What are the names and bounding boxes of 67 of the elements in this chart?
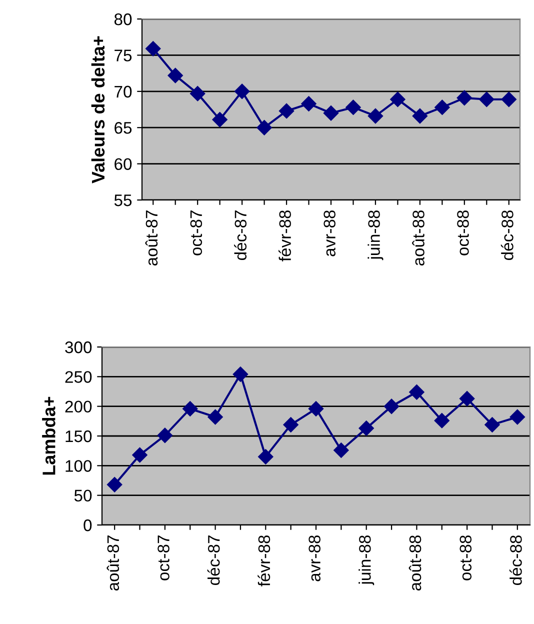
point — [232, 366, 248, 382]
x-tick-label: déc-87 — [207, 536, 220, 585]
point — [107, 477, 122, 492]
point — [278, 103, 294, 119]
y-tick-label: 300 — [65, 341, 92, 354]
x-tick-label: oct-87 — [190, 210, 202, 256]
y-tick-label: 50 — [74, 490, 92, 502]
x-tick-label: juin-88 — [368, 210, 384, 260]
y-tick-label: 80 — [114, 13, 132, 26]
point — [346, 100, 361, 115]
point — [168, 68, 183, 84]
y-axis-title: Lambda+ — [42, 396, 56, 475]
y-tick-label: 100 — [66, 460, 92, 472]
x-tick-label: oct-88 — [457, 210, 469, 256]
point — [434, 413, 450, 428]
point — [358, 420, 374, 436]
x-tick-label: déc-87 — [234, 210, 247, 260]
point — [258, 449, 274, 464]
point — [132, 447, 148, 463]
point — [434, 100, 450, 115]
y-tick-label: 65 — [114, 122, 132, 134]
point — [212, 112, 228, 128]
point — [409, 384, 424, 400]
point — [308, 401, 324, 416]
point — [283, 417, 298, 432]
point — [182, 401, 198, 416]
point — [390, 92, 406, 107]
x-tick-label: août-88 — [412, 210, 424, 266]
y-tick-label: 250 — [65, 371, 92, 383]
y-tick-label: 150 — [66, 430, 92, 442]
point — [459, 391, 475, 406]
y-tick-label: 60 — [114, 158, 132, 170]
point — [456, 90, 472, 106]
point — [157, 428, 173, 443]
y-tick-label: 0 — [84, 519, 92, 532]
point — [501, 92, 516, 107]
point — [368, 108, 384, 124]
y-axis-title: Valeurs de delta+ — [91, 36, 105, 184]
x-tick-label: oct-87 — [158, 536, 170, 580]
point — [256, 120, 272, 136]
x-tick-label: oct-88 — [460, 535, 472, 580]
x-tick-label: déc-88 — [509, 535, 522, 585]
point — [384, 398, 400, 414]
point — [146, 41, 161, 56]
point — [334, 442, 349, 458]
x-tick-label: août-88 — [408, 535, 422, 591]
point — [323, 106, 339, 121]
y-tick-label: 55 — [114, 194, 132, 206]
x-tick-label: févr-88 — [258, 535, 270, 586]
x-tick-label: févr-88 — [278, 210, 292, 262]
point — [412, 108, 428, 124]
x-tick-label: août-87 — [106, 536, 120, 591]
point — [510, 409, 525, 425]
x-tick-label: avr-88 — [324, 210, 336, 256]
x-tick-label: déc-88 — [500, 210, 514, 260]
y-tick-label: 70 — [114, 86, 132, 98]
point — [301, 96, 316, 112]
point — [479, 92, 494, 107]
point — [484, 417, 500, 432]
point — [208, 409, 223, 425]
point — [234, 84, 250, 99]
y-tick-label: 75 — [114, 50, 132, 62]
x-tick-label: juin-88 — [358, 535, 374, 586]
x-tick-label: août-87 — [145, 210, 158, 266]
point — [190, 86, 206, 102]
y-tick-label: 200 — [65, 400, 92, 413]
x-tick-label: avr-88 — [308, 535, 320, 582]
